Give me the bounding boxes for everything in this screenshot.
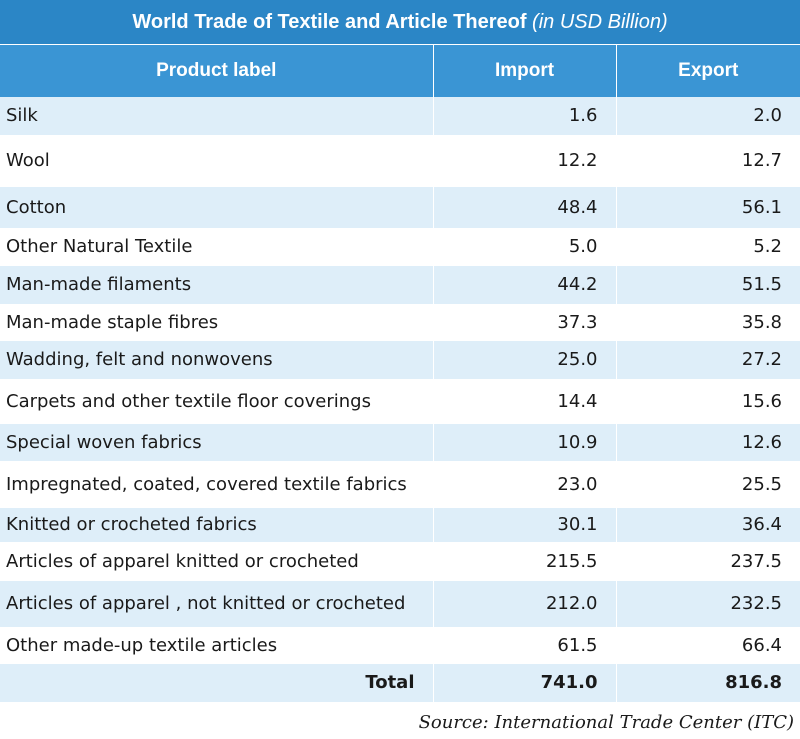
header-export: Export (616, 45, 800, 97)
total-row: Total 741.0 816.8 (0, 664, 800, 702)
header-import: Import (433, 45, 617, 97)
export-value: 27.2 (616, 341, 800, 379)
title-unit: (in USD Billion) (532, 11, 668, 33)
product-label: Wadding, felt and nonwovens (0, 341, 434, 379)
table-row: Articles of apparel knitted or crocheted… (0, 542, 800, 581)
import-value: 215.5 (433, 542, 617, 581)
export-value: 2.0 (616, 97, 800, 135)
table-row: Impregnated, coated, covered textile fab… (0, 461, 800, 508)
trade-table: Product label Import Export Silk 1.6 2.0… (0, 45, 800, 702)
table-row: Cotton 48.4 56.1 (0, 187, 800, 228)
table-row: Knitted or crocheted fabrics 30.1 36.4 (0, 508, 800, 542)
export-value: 35.8 (616, 304, 800, 341)
table-row: Other made-up textile articles 61.5 66.4 (0, 627, 800, 664)
import-value: 25.0 (433, 341, 617, 379)
import-value: 48.4 (433, 187, 617, 228)
title-main: World Trade of Textile and Article There… (132, 11, 527, 33)
table-row: Carpets and other textile floor covering… (0, 379, 800, 424)
product-label: Knitted or crocheted fabrics (0, 508, 434, 542)
product-label: Articles of apparel , not knitted or cro… (0, 581, 434, 627)
table-row: Silk 1.6 2.0 (0, 97, 800, 135)
export-value: 237.5 (616, 542, 800, 581)
table-row: Wool 12.2 12.7 (0, 135, 800, 187)
import-value: 30.1 (433, 508, 617, 542)
import-value: 5.0 (433, 228, 617, 266)
table-row: Articles of apparel , not knitted or cro… (0, 581, 800, 627)
import-value: 212.0 (433, 581, 617, 627)
product-label: Impregnated, coated, covered textile fab… (0, 461, 434, 508)
table-row: Special woven fabrics 10.9 12.6 (0, 424, 800, 461)
table-title: World Trade of Textile and Article There… (0, 0, 800, 44)
import-value: 1.6 (433, 97, 617, 135)
table-row: Wadding, felt and nonwovens 25.0 27.2 (0, 341, 800, 379)
product-label: Other made-up textile articles (0, 627, 434, 664)
table-row: Other Natural Textile 5.0 5.2 (0, 228, 800, 266)
table-row: Man-made filaments 44.2 51.5 (0, 266, 800, 304)
product-label: Articles of apparel knitted or crocheted (0, 542, 434, 581)
product-label: Man-made staple fibres (0, 304, 434, 341)
export-value: 12.6 (616, 424, 800, 461)
import-value: 14.4 (433, 379, 617, 424)
total-import-value: 741.0 (433, 664, 617, 702)
product-label: Cotton (0, 187, 434, 228)
export-value: 25.5 (616, 461, 800, 508)
import-value: 12.2 (433, 135, 617, 187)
export-value: 56.1 (616, 187, 800, 228)
export-value: 66.4 (616, 627, 800, 664)
total-label: Total (0, 664, 434, 702)
product-label: Wool (0, 135, 434, 187)
product-label: Other Natural Textile (0, 228, 434, 266)
export-value: 51.5 (616, 266, 800, 304)
source-note: Source: International Trade Center (ITC) (418, 712, 794, 733)
product-label: Silk (0, 97, 434, 135)
total-export-value: 816.8 (616, 664, 800, 702)
header-product-label: Product label (0, 45, 434, 97)
product-label: Man-made filaments (0, 266, 434, 304)
import-value: 44.2 (433, 266, 617, 304)
product-label: Special woven fabrics (0, 424, 434, 461)
export-value: 15.6 (616, 379, 800, 424)
export-value: 232.5 (616, 581, 800, 627)
table-row: Man-made staple fibres 37.3 35.8 (0, 304, 800, 341)
header-row: Product label Import Export (0, 45, 800, 97)
product-label: Carpets and other textile floor covering… (0, 379, 434, 424)
export-value: 12.7 (616, 135, 800, 187)
export-value: 36.4 (616, 508, 800, 542)
import-value: 61.5 (433, 627, 617, 664)
import-value: 37.3 (433, 304, 617, 341)
import-value: 23.0 (433, 461, 617, 508)
export-value: 5.2 (616, 228, 800, 266)
import-value: 10.9 (433, 424, 617, 461)
